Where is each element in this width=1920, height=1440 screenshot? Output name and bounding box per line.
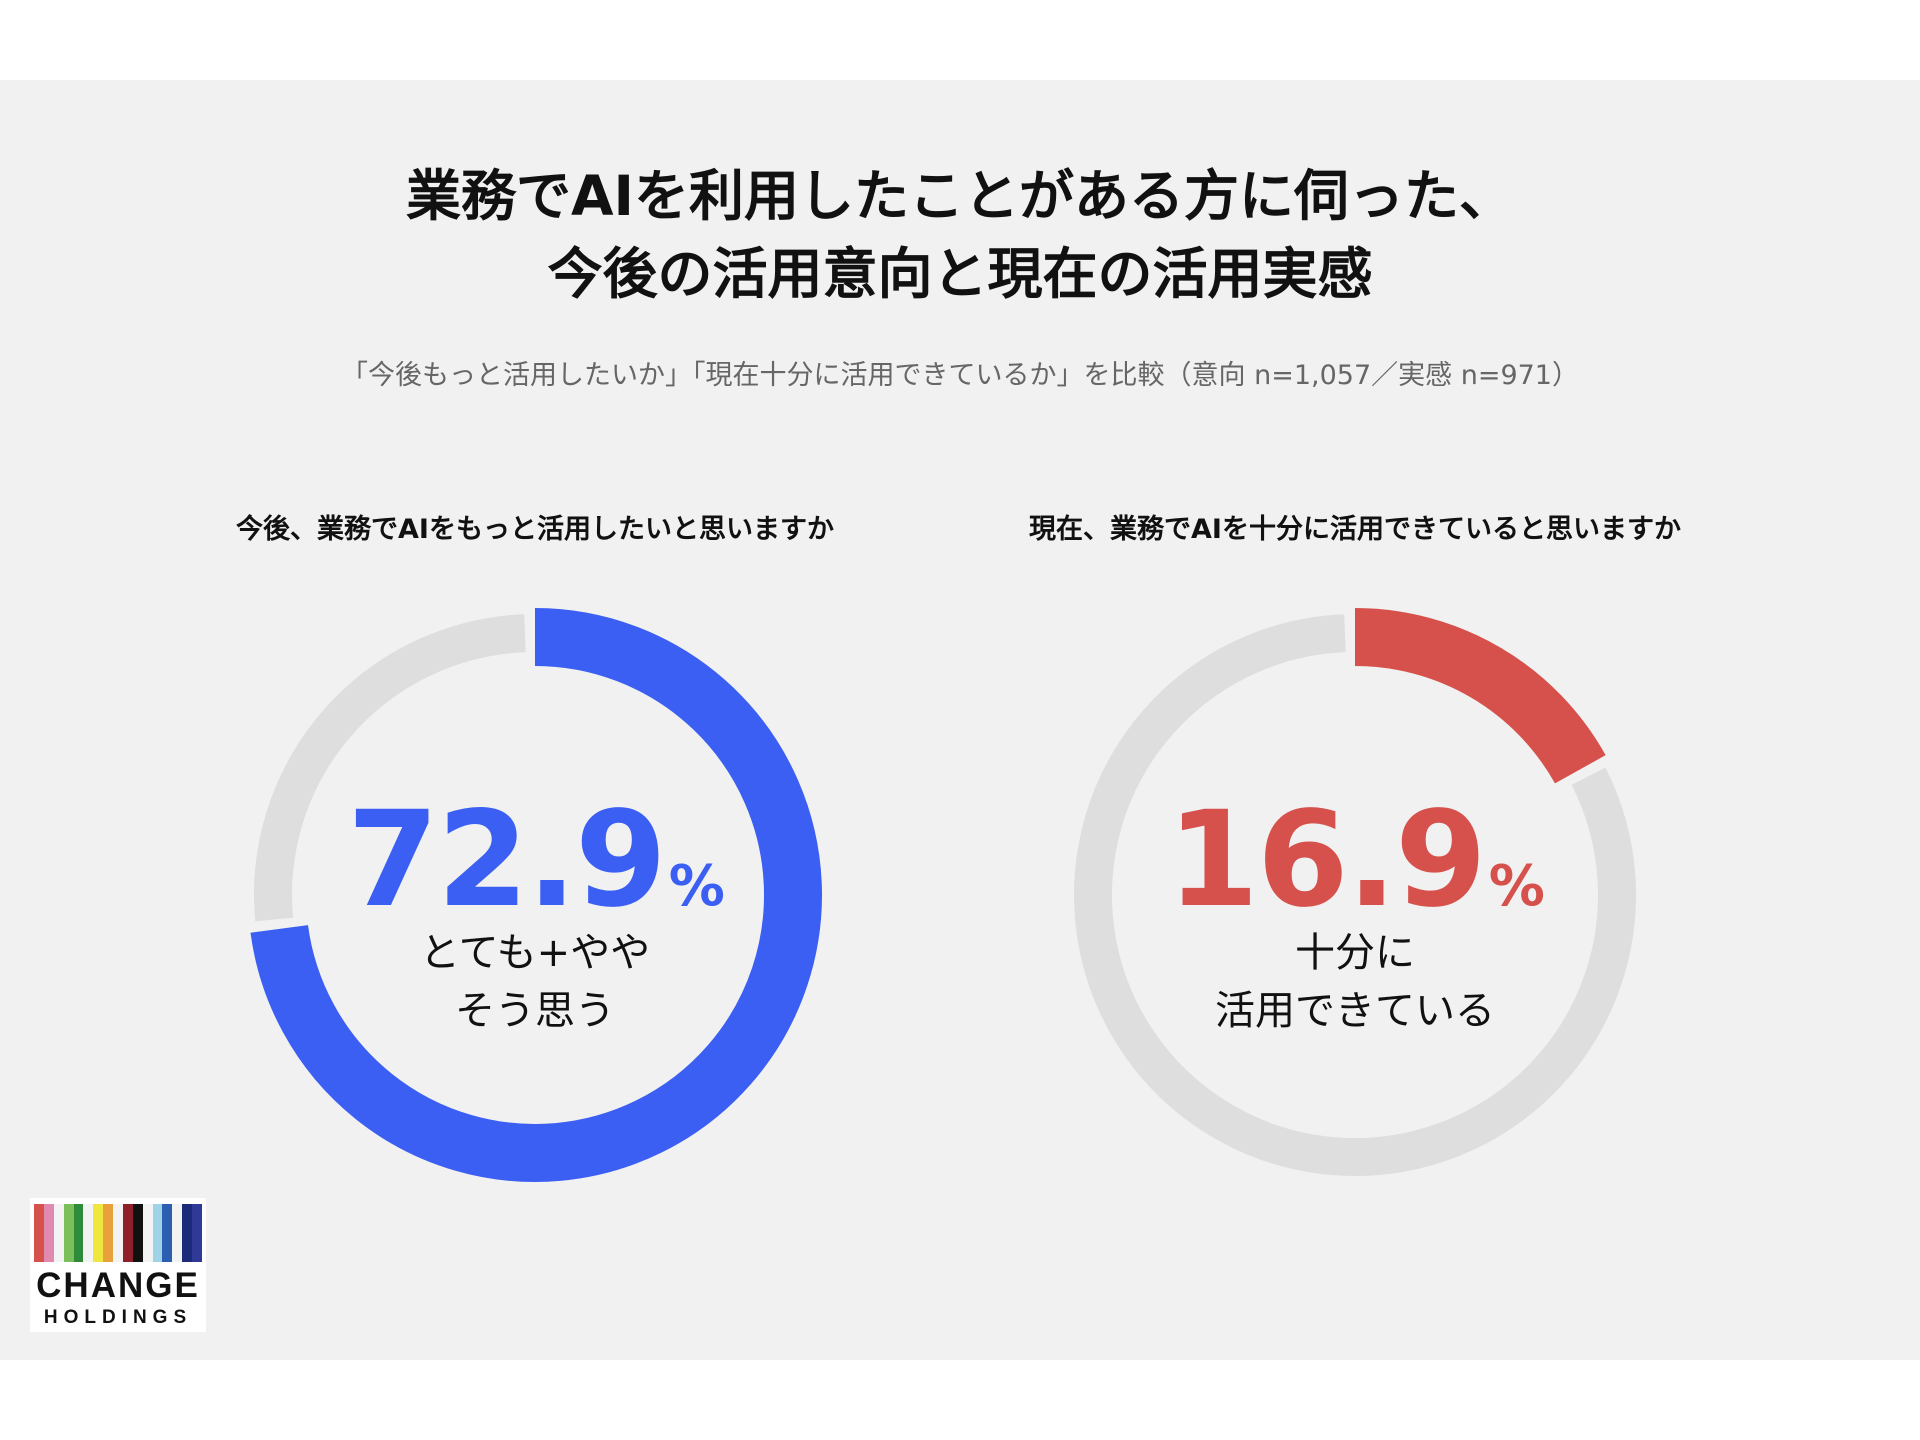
right-chart-question: 現在、業務でAIを十分に活用できていると思いますか xyxy=(1029,514,1681,545)
intent-donut-chart xyxy=(250,608,822,1182)
actual-caption-line1: 十分に xyxy=(1295,930,1415,976)
actual-percentage: 16.9% xyxy=(1055,790,1655,930)
logo-stripe xyxy=(172,1204,183,1262)
intent-percentage-unit: % xyxy=(668,854,725,919)
actual-percentage-value: 16.9 xyxy=(1167,783,1487,937)
logo-stripe xyxy=(63,1204,74,1262)
logo-stripe xyxy=(43,1204,54,1262)
chart-title-line2: 今後の活用意向と現在の活用実感 xyxy=(547,242,1373,306)
logo-stripe xyxy=(142,1204,153,1262)
change-holdings-logo: CHANGE HOLDINGS xyxy=(30,1198,206,1332)
chart-subtitle: 「今後もっと活用したいか」「現在十分に活用できているか」を比較（意向 n=1,0… xyxy=(341,360,1579,391)
actual-value-arc xyxy=(1354,608,1606,784)
logo-name-change: CHANGE xyxy=(36,1266,200,1305)
actual-donut-chart xyxy=(1074,608,1636,1176)
intent-percentage: 72.9% xyxy=(235,790,835,930)
chart-title-line1: 業務でAIを利用したことがある方に伺った、 xyxy=(405,164,1515,228)
left-chart-question: 今後、業務でAIをもっと活用したいと思いますか xyxy=(236,514,834,545)
logo-stripe xyxy=(113,1204,123,1262)
intent-value-arc xyxy=(250,608,822,1182)
logo-stripe xyxy=(162,1204,173,1262)
intent-caption-line1: とても+やや xyxy=(419,930,651,976)
logo-stripe xyxy=(152,1204,163,1262)
logo-stripe xyxy=(122,1204,133,1262)
logo-name-holdings: HOLDINGS xyxy=(43,1307,193,1328)
logo-stripe xyxy=(132,1204,143,1262)
actual-caption-line2: 活用できている xyxy=(1215,988,1495,1034)
logo-stripe xyxy=(182,1204,192,1262)
actual-caption: 十分に 活用できている xyxy=(1055,924,1655,1040)
logo-stripe xyxy=(93,1204,104,1262)
actual-remaining-track xyxy=(1074,614,1636,1176)
logo-stripe xyxy=(73,1204,84,1262)
logo-stripe xyxy=(192,1204,202,1262)
intent-caption: とても+やや そう思う xyxy=(235,924,835,1040)
intent-percentage-value: 72.9 xyxy=(347,783,667,937)
intent-caption-line2: そう思う xyxy=(455,988,615,1034)
logo-stripe xyxy=(83,1204,94,1262)
logo-barcode-stripes xyxy=(34,1204,202,1262)
intent-remaining-track xyxy=(254,614,526,922)
logo-stripe xyxy=(34,1204,44,1262)
logo-stripe xyxy=(53,1204,64,1262)
actual-percentage-unit: % xyxy=(1488,854,1545,919)
logo-stripe xyxy=(103,1204,113,1262)
